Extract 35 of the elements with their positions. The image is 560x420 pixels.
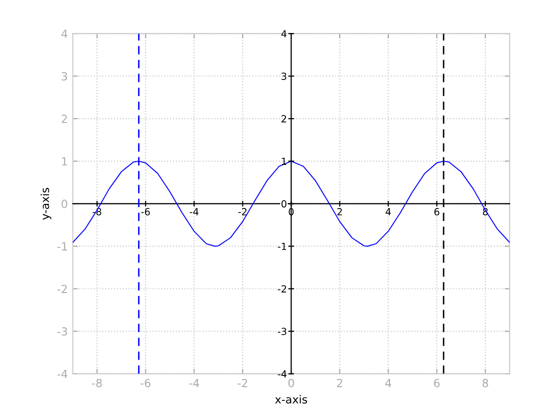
y2-tick-label: 2: [282, 115, 286, 122]
y-tick-label: 3: [62, 72, 68, 81]
x-tick-label: 4: [385, 379, 392, 388]
y2-tick-label: -3: [278, 328, 286, 336]
x-tick-label: -4: [189, 379, 200, 388]
x2-tick-label: 6: [434, 208, 440, 216]
y-tick-label: -2: [57, 284, 67, 293]
x2-tick-label: -4: [190, 208, 198, 216]
x-tick-label: 0: [288, 378, 294, 388]
y-tick-label: 0: [62, 200, 68, 208]
y2-tick-label: -2: [278, 285, 286, 292]
y2-tick-label: 4: [281, 30, 286, 38]
x2-tick-label: 2: [337, 208, 342, 216]
x-tick-label: 2: [337, 378, 342, 388]
x-axis-title: x-axis: [275, 394, 308, 404]
y-tick-label: -3: [57, 327, 68, 336]
y2-tick-label: -1: [278, 242, 286, 250]
y-tick-label: 4: [61, 30, 68, 38]
y2-tick-label: 0: [281, 200, 286, 208]
x-tick-label: 8: [482, 378, 488, 388]
x-tick-label: -2: [238, 378, 248, 388]
x2-tick-label: -6: [141, 208, 150, 216]
x2-tick-label: -2: [238, 208, 247, 216]
y-tick-label: -4: [57, 370, 68, 378]
x-tick-label: -8: [92, 378, 102, 388]
y2-tick-label: 3: [282, 72, 286, 80]
x-tick-label: 6: [434, 378, 440, 388]
x2-tick-label: 4: [386, 208, 391, 216]
y2-tick-label: 1: [282, 158, 286, 165]
x-tick-label: -6: [140, 378, 150, 388]
y-tick-label: 1: [62, 157, 67, 166]
y-tick-label: -1: [57, 242, 67, 250]
y2-tick-label: -4: [278, 370, 286, 378]
y-tick-label: 2: [62, 114, 67, 123]
y-axis-title: y-axis: [40, 188, 52, 220]
